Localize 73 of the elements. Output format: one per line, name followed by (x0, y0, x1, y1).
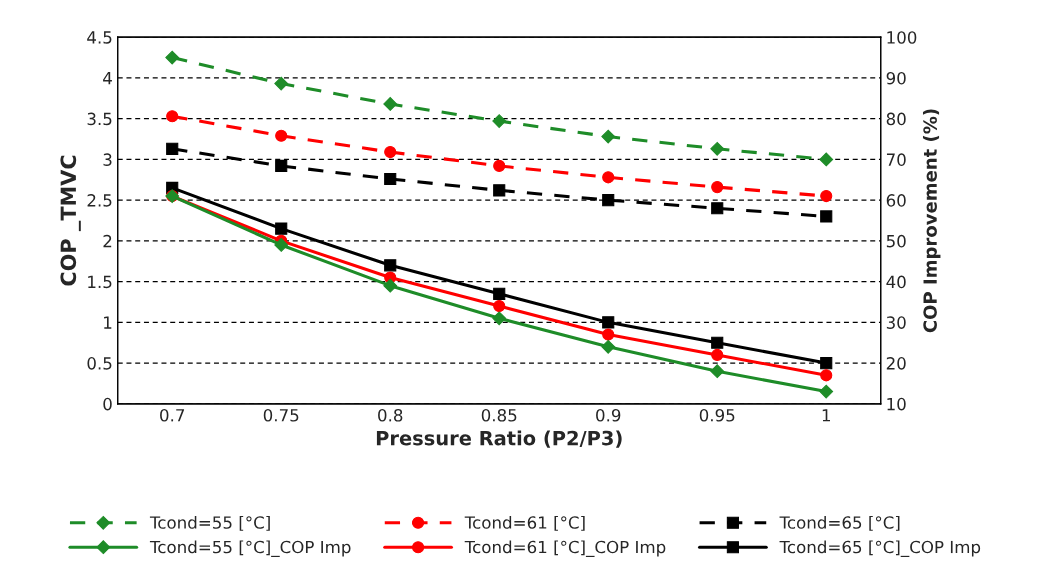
y-tick-label: 3.5 (87, 112, 112, 126)
y-tick-label: 3 (103, 153, 112, 166)
point (710, 141, 725, 156)
point (820, 210, 833, 223)
point (493, 159, 506, 172)
y2-tick-label: 90 (886, 71, 906, 85)
x-tick-label: 0.9 (596, 408, 621, 422)
point (383, 97, 398, 111)
x-tick-label: 0.8 (378, 408, 403, 422)
point (384, 172, 397, 186)
point (819, 384, 834, 399)
point (383, 278, 398, 293)
y2-tick-label: 10 (887, 397, 906, 411)
x-tick-label: 0.95 (699, 408, 735, 422)
point (711, 181, 724, 194)
point (165, 50, 180, 65)
point (711, 336, 724, 349)
point (820, 357, 833, 370)
y-tick-label: 4.5 (87, 31, 112, 44)
point (275, 159, 288, 172)
x-tick-label: 0.7 (160, 408, 185, 422)
y-tick-label: 1 (104, 316, 112, 329)
point (819, 152, 834, 167)
point (820, 189, 833, 203)
point (166, 142, 179, 155)
point (274, 76, 289, 91)
y-axis-title: COP _TMVC (60, 155, 81, 286)
point (493, 299, 506, 313)
legend-label: Tcond=61 [°C]_COP Imp (464, 540, 666, 557)
point (602, 316, 615, 329)
x-tick-label: 1 (822, 409, 830, 422)
y-tick-label: 4 (103, 72, 112, 85)
point (492, 311, 507, 326)
legend-label: Tcond=55 [°C]_COP Imp (149, 540, 351, 557)
y2-tick-label: 60 (886, 194, 906, 207)
y-tick-label: 0.5 (87, 357, 112, 370)
point (601, 129, 616, 144)
point (602, 171, 615, 184)
point (274, 238, 289, 252)
point (602, 328, 615, 341)
point (710, 364, 725, 379)
y2-tick-label: 50 (886, 234, 906, 248)
point (711, 348, 724, 362)
y-tick-label: 0 (103, 397, 112, 411)
x-tick-label: 0.75 (263, 408, 299, 422)
point (384, 259, 397, 272)
y-tick-label: 1.5 (88, 275, 112, 289)
y2-tick-label: 40 (886, 275, 906, 289)
point (601, 339, 616, 354)
point (602, 194, 615, 207)
y2-tick-label: 30 (886, 316, 906, 329)
point (275, 222, 288, 235)
y-tick-label: 2.5 (87, 194, 112, 207)
point (711, 202, 724, 215)
y2-tick-label: 80 (886, 112, 906, 126)
point (820, 369, 833, 382)
legend-label: Tcond=55 [°C] (149, 515, 270, 531)
point (493, 184, 506, 197)
point (275, 129, 288, 142)
y-tick-label: 2 (103, 234, 112, 248)
y2-tick-label: 70 (886, 153, 906, 166)
point (384, 145, 397, 159)
point (166, 110, 179, 123)
legend-label: Tcond=65 [°C] (779, 515, 900, 531)
y2-axis-title: COP Improvement (%) (922, 109, 941, 333)
legend-label: Tcond=61 [°C] (464, 515, 585, 531)
x-tick-label: 0.85 (481, 408, 517, 422)
x-axis-title: Pressure Ratio (P2/P3) (376, 430, 622, 448)
point (493, 287, 506, 300)
y2-tick-label: 100 (887, 31, 917, 44)
y2-tick-label: 20 (886, 357, 906, 370)
legend-label: Tcond=65 [°C]_COP Imp (779, 540, 981, 557)
point (492, 114, 507, 129)
